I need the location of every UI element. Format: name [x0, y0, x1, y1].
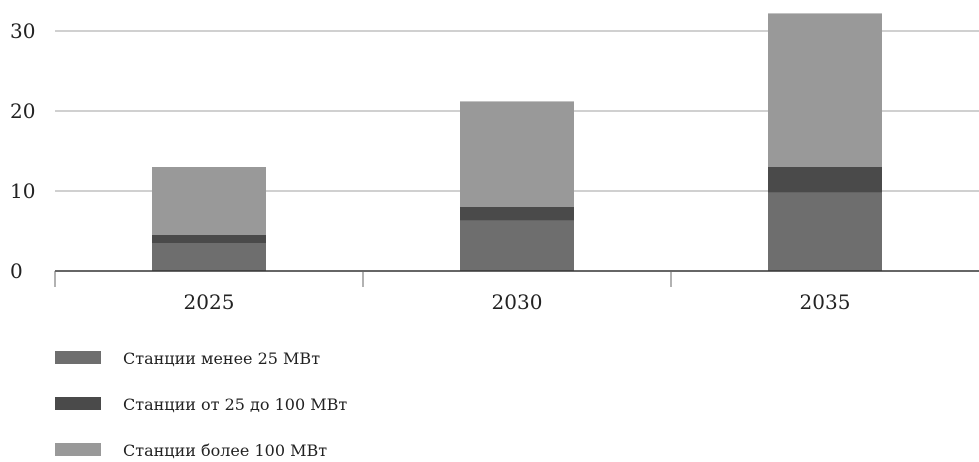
bar-segment-2025-series-3: [152, 167, 266, 235]
legend-label: Станции более 100 МВт: [123, 441, 327, 460]
y-tick-label: 20: [10, 99, 35, 123]
y-tick-label: 10: [10, 179, 35, 203]
y-tick-label: 0: [10, 259, 23, 283]
x-tick-label: 2025: [184, 290, 235, 314]
bar-segment-2035-series-1: [768, 192, 882, 271]
legend-swatch: [55, 351, 101, 364]
bar-segment-2025-series-2: [152, 235, 266, 243]
bar-segment-2030-series-2: [460, 207, 574, 221]
bar-segment-2030-series-3: [460, 101, 574, 207]
legend-label: Станции от 25 до 100 МВт: [123, 395, 347, 414]
legend: Станции менее 25 МВт Станции от 25 до 100…: [55, 349, 347, 460]
bar-segment-2030-series-1: [460, 220, 574, 271]
legend-label: Станции менее 25 МВт: [123, 349, 320, 368]
legend-swatch: [55, 397, 101, 410]
x-tick-label: 2035: [800, 290, 851, 314]
legend-swatch: [55, 443, 101, 456]
x-axis: 2025 2030 2035: [54, 270, 979, 314]
y-tick-label: 30: [10, 19, 35, 43]
y-axis-ticks: 0 10 20 30: [10, 19, 35, 283]
bar-segment-2035-series-3: [768, 13, 882, 168]
bar-segment-2025-series-1: [152, 243, 266, 271]
x-tick-label: 2030: [492, 290, 543, 314]
bar-segment-2035-series-2: [768, 167, 882, 193]
bars: [152, 13, 882, 271]
